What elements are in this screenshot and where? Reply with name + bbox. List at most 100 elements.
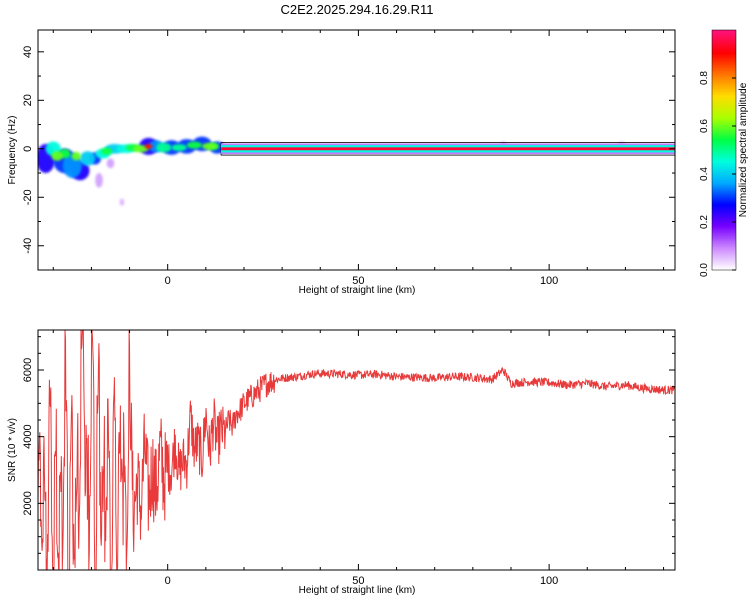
colorbar-step xyxy=(712,226,736,229)
colorbar-step xyxy=(712,114,736,117)
spectrogram-blob xyxy=(186,141,203,149)
spectrogram-x-tick-label: 50 xyxy=(352,275,364,287)
colorbar-ticks: 0.0 0.2 0.4 0.6 0.8 xyxy=(699,71,736,277)
colorbar-step xyxy=(712,202,736,205)
colorbar-step xyxy=(712,188,736,191)
colorbar-step xyxy=(712,182,736,185)
spectrogram-xlabel: Height of straight line (km) xyxy=(299,285,416,296)
spectrogram-blob xyxy=(95,173,103,188)
colorbar-step xyxy=(712,144,736,147)
spectrogram-x-tick-label: 0 xyxy=(165,275,171,287)
colorbar-step xyxy=(712,140,736,143)
spectrogram-y-tick-label: 40 xyxy=(22,46,34,58)
colorbar-step xyxy=(712,136,736,139)
colorbar-step xyxy=(712,262,736,265)
colorbar-step xyxy=(712,78,736,81)
colorbar-step xyxy=(712,216,736,219)
spectrogram-blob xyxy=(202,142,218,150)
colorbar-step xyxy=(712,218,736,221)
colorbar-step xyxy=(712,254,736,257)
colorbar-step xyxy=(712,204,736,207)
colorbar-step xyxy=(712,232,736,235)
colorbar-tick-label: 0.4 xyxy=(699,167,710,181)
colorbar-step xyxy=(712,180,736,183)
colorbar-step xyxy=(712,206,736,209)
spectrogram-blob xyxy=(133,145,149,153)
colorbar-tick-label: 0.0 xyxy=(699,263,710,277)
colorbar-step xyxy=(712,194,736,197)
colorbar-step xyxy=(712,172,736,175)
colorbar-step xyxy=(712,134,736,137)
colorbar-step xyxy=(712,50,736,53)
colorbar-step xyxy=(712,80,736,83)
colorbar-step xyxy=(712,130,736,133)
colorbar-step xyxy=(712,128,736,131)
colorbar-step xyxy=(712,44,736,47)
colorbar-step xyxy=(712,210,736,213)
colorbar-step xyxy=(712,240,736,243)
spectrogram-band xyxy=(221,147,675,151)
colorbar-step xyxy=(712,68,736,71)
snr-y-tick-label: 2000 xyxy=(22,491,34,515)
snr-xlabel: Height of straight line (km) xyxy=(299,585,416,596)
colorbar-step xyxy=(712,156,736,159)
colorbar-step xyxy=(712,72,736,75)
spectrogram-x-tick-label: 100 xyxy=(540,275,558,287)
colorbar-step xyxy=(712,242,736,245)
colorbar-step xyxy=(712,96,736,99)
colorbar-step xyxy=(712,246,736,249)
colorbar-step xyxy=(712,244,736,247)
colorbar-step xyxy=(712,112,736,115)
colorbar-step xyxy=(712,166,736,169)
colorbar-step xyxy=(712,148,736,151)
colorbar-step xyxy=(712,84,736,87)
snr-x-tick-label: 100 xyxy=(540,575,558,587)
colorbar-step xyxy=(712,132,736,135)
spectrogram-blob xyxy=(106,158,115,169)
colorbar-step xyxy=(712,82,736,85)
colorbar-step xyxy=(712,198,736,201)
colorbar-step xyxy=(712,36,736,39)
spectrogram-ylabel: Frequency (Hz) xyxy=(7,116,18,185)
colorbar-step xyxy=(712,152,736,155)
colorbar-step xyxy=(712,196,736,199)
colorbar-step xyxy=(712,234,736,237)
colorbar-step xyxy=(712,158,736,161)
colorbar-step xyxy=(712,250,736,253)
colorbar-step xyxy=(712,40,736,43)
spectrogram-ticks: 0 50 100 -40 -20 0 20 40 xyxy=(22,30,675,287)
colorbar-step xyxy=(712,138,736,141)
colorbar-step xyxy=(712,46,736,49)
colorbar-step xyxy=(712,52,736,55)
colorbar-step xyxy=(712,110,736,113)
colorbar-label: Normalized spectral amplitude xyxy=(738,82,749,217)
spectrogram-y-tick-label: 0 xyxy=(22,146,34,152)
spectrogram-blob xyxy=(156,142,172,153)
colorbar-step xyxy=(712,160,736,163)
colorbar-step xyxy=(712,86,736,89)
colorbar-step xyxy=(712,60,736,63)
snr-y-tick-label: 4000 xyxy=(22,424,34,448)
colorbar-step xyxy=(712,162,736,165)
spectrogram-blob xyxy=(79,151,96,166)
spectrogram-blob xyxy=(51,151,63,161)
spectrogram-blob xyxy=(100,147,113,155)
colorbar-step xyxy=(712,32,736,35)
colorbar: 0.0 0.2 0.4 0.6 0.8 Normalized spectral ampl… xyxy=(699,29,749,277)
colorbar-step xyxy=(712,248,736,251)
colorbar-step xyxy=(712,100,736,103)
colorbar-step xyxy=(712,118,736,121)
colorbar-step xyxy=(712,56,736,59)
colorbar-step xyxy=(712,74,736,77)
colorbar-step xyxy=(712,102,736,105)
colorbar-step xyxy=(712,228,736,231)
colorbar-step xyxy=(712,34,736,37)
colorbar-step xyxy=(712,62,736,65)
colorbar-step xyxy=(712,142,736,145)
snr-x-tick-label: 50 xyxy=(352,575,364,587)
colorbar-step xyxy=(712,220,736,223)
colorbar-step xyxy=(712,108,736,111)
colorbar-step xyxy=(712,104,736,107)
colorbar-step xyxy=(712,54,736,57)
